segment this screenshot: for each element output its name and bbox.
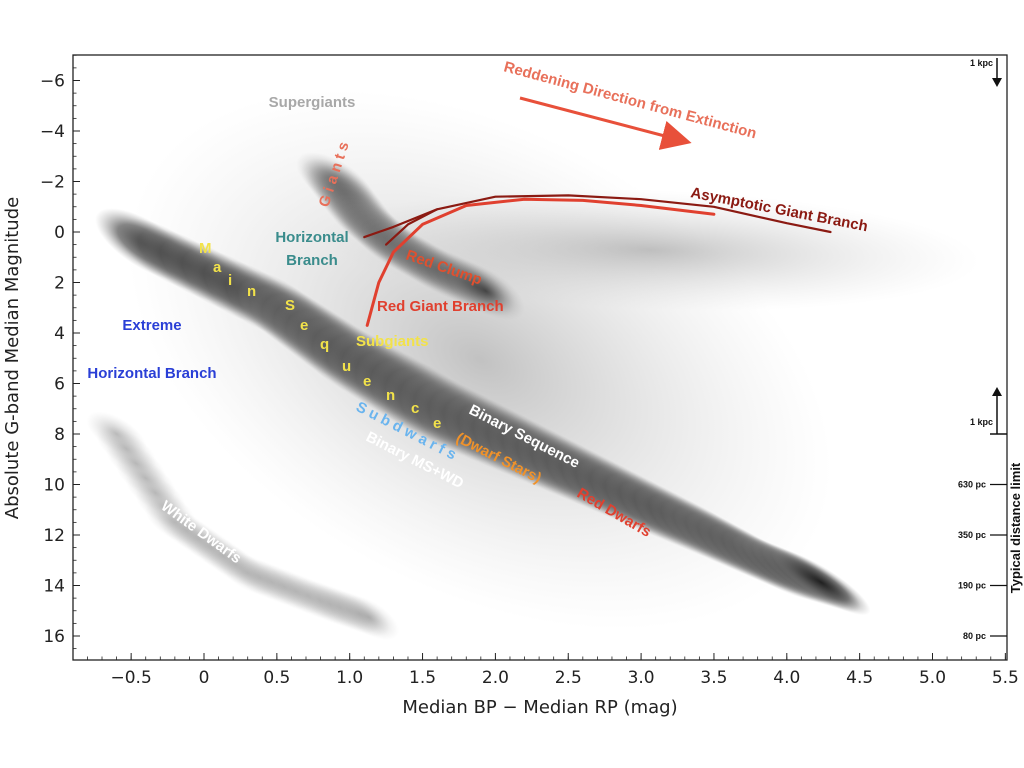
distance-tick-label: 630 pc [958,480,986,490]
distance-tick-label: 350 pc [958,530,986,540]
x-tick-label: 2.0 [482,668,509,688]
y-tick-label: 2 [54,274,65,294]
star-density-cloud [86,89,980,641]
distance-axis-title: Typical distance limit [1008,462,1023,593]
evolution-tracks [363,194,832,327]
label-supergiants: Supergiants [269,94,356,111]
label-subgiants: Subgiants [356,333,429,350]
track-red-clump [385,208,439,246]
distance-upper-label: 1 kpc [970,58,993,68]
x-tick-label: 1.0 [336,668,363,688]
y-tick-label: 6 [54,375,65,395]
distance-limit-axis: 1 kpc 1 kpc 630 pc 350 pc 190 pc 80 pc Typical… [958,58,1023,641]
x-tick-label: 1.5 [409,668,436,688]
x-tick-label: 0 [199,668,210,688]
main-sequence-letter: e [300,317,308,334]
y-tick-label: −4 [40,122,65,142]
main-sequence-letter: e [363,373,371,390]
y-tick-label: 16 [43,627,65,647]
track-asymptotic-giant-branch [363,194,832,239]
main-sequence-letter: u [342,358,351,375]
distance-lower-arrowhead [992,387,1002,396]
distance-upper-arrowhead [992,78,1002,87]
y-tick-label: 8 [54,425,65,445]
y-tick-label: 12 [43,526,65,546]
x-axis: −0.5 0 0.5 1.0 1.5 2.0 2.5 3.0 3.5 4.0 4.5 5.0 5.5 [87,653,1019,688]
x-tick-label: 4.0 [773,668,800,688]
distance-tick-label: 190 pc [958,581,986,591]
label-extreme-hb-1: Extreme [122,317,181,334]
main-sequence-letter: i [228,272,232,289]
x-tick-label: 4.5 [846,668,873,688]
y-axis: −6 −4 −2 0 2 4 6 8 10 12 14 16 [40,54,80,650]
main-sequence-letter: M [199,240,212,257]
density-blob [446,261,525,321]
x-tick-label: 3.0 [628,668,655,688]
label-rgb: Red Giant Branch [377,298,504,315]
y-axis-title: Absolute G-band Median Magnitude [2,197,23,519]
x-tick-label: −0.5 [111,668,152,688]
label-reddening: Reddening Direction from Extinction [502,58,758,142]
y-tick-label: 4 [54,324,65,344]
track-red-giant-branch [365,197,716,327]
label-horizontal-branch-1: Horizontal [275,229,348,246]
label-horizontal-branch-2: Branch [286,252,338,269]
main-sequence-letter: n [386,387,395,404]
density-blob [771,549,871,616]
x-tick-label: 3.5 [700,668,727,688]
x-tick-label: 5.0 [919,668,946,688]
plot-frame [72,54,1008,661]
main-sequence-letter: q [320,336,329,353]
main-sequence-letter: a [213,259,222,276]
density-blob [339,594,400,641]
y-tick-label: 14 [43,577,65,597]
main-sequence-letter: e [433,415,441,432]
distance-lower-label: 1 kpc [970,417,993,427]
main-sequence-letter: S [285,297,295,314]
x-tick-label: 5.5 [992,668,1019,688]
distance-tick-label: 80 pc [963,631,986,641]
main-sequence-letter: n [247,283,256,300]
x-tick-label: 0.5 [263,668,290,688]
y-tick-label: 10 [43,476,65,496]
y-tick-label: −6 [40,72,65,92]
reddening-arrow [519,96,692,150]
label-extreme-hb-2: Horizontal Branch [87,365,216,382]
x-tick-label: 2.5 [555,668,582,688]
y-tick-label: −2 [40,173,65,193]
main-sequence-letter: c [411,400,419,417]
x-axis-title: Median BP − Median RP (mag) [402,697,677,718]
y-tick-label: 0 [54,223,65,243]
